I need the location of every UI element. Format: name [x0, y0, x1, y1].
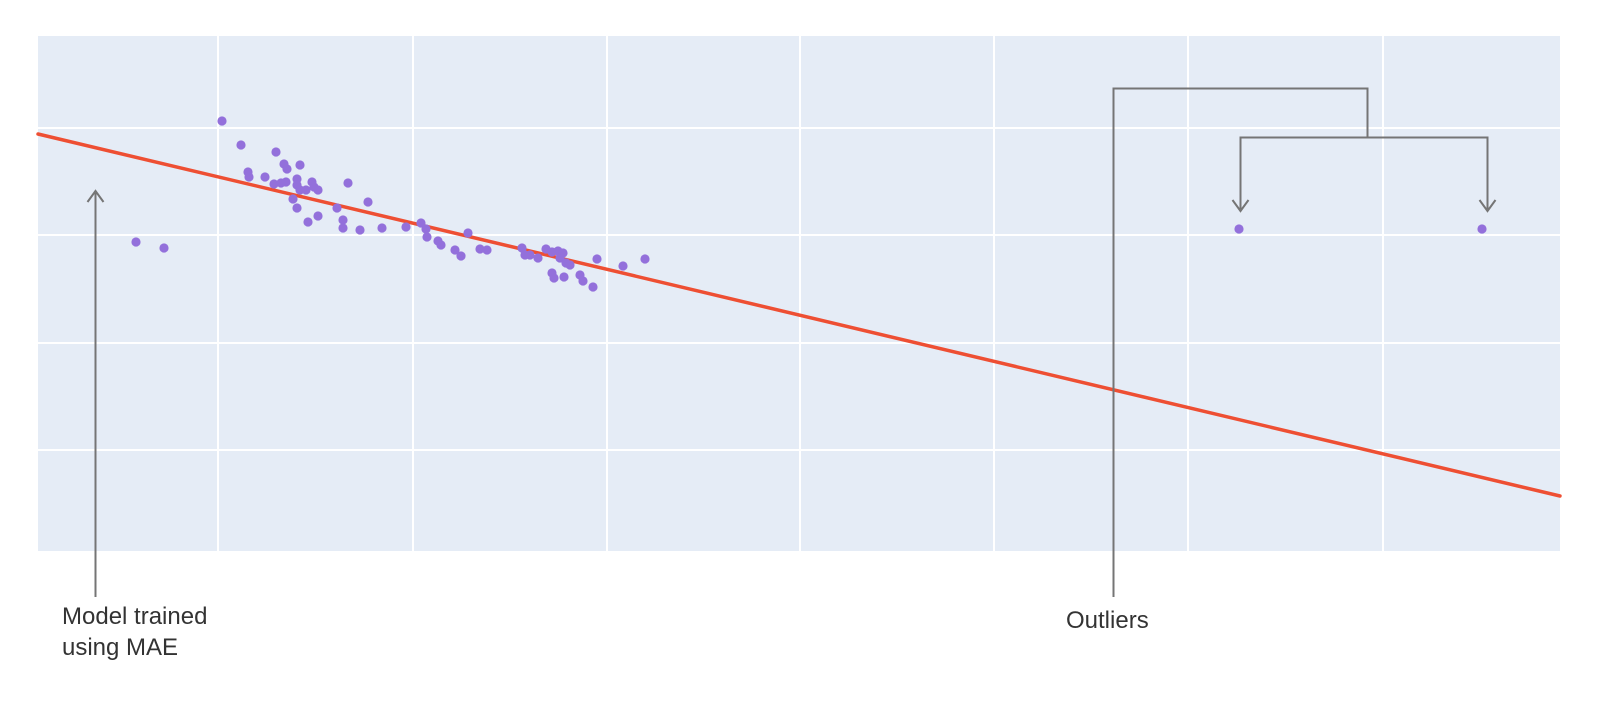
scatter-point: [295, 160, 305, 170]
scatter-point: [456, 251, 466, 261]
scatter-point: [565, 260, 575, 270]
scatter-point: [301, 185, 311, 195]
scatter-point: [303, 217, 313, 227]
scatter-point: [482, 245, 492, 255]
outliers-bracket-arm: [1239, 136, 1489, 209]
gridlines: [38, 36, 1560, 551]
scatter-point: [549, 273, 559, 283]
scatter-point: [131, 237, 141, 247]
scatter-point: [525, 250, 535, 260]
arrowhead-icon: [86, 189, 105, 203]
scatter-point: [338, 215, 348, 225]
annotation-arrows: [86, 87, 1497, 597]
scatter-point: [463, 228, 473, 238]
scatter-point: [1234, 224, 1244, 234]
scatter-point: [450, 245, 460, 255]
scatter-point: [313, 185, 323, 195]
scatter-point: [377, 223, 387, 233]
scatter-point: [159, 243, 169, 253]
scatter-point: [282, 164, 292, 174]
scatter-point: [401, 222, 411, 232]
scatter-point: [343, 178, 353, 188]
scatter-point: [271, 147, 281, 157]
scatter-point: [588, 282, 598, 292]
scatter-points: [131, 116, 1487, 292]
scatter-point: [260, 172, 270, 182]
scatter-point: [338, 223, 348, 233]
arrowhead-icon: [1478, 199, 1497, 213]
outliers-annotation-label: Outliers: [1066, 607, 1149, 634]
scatter-point: [244, 172, 254, 182]
regression-line: [36, 132, 1562, 498]
scatter-point: [578, 276, 588, 286]
scatter-point: [475, 244, 485, 254]
scatter-point: [517, 243, 527, 253]
mae-annotation-label: Model trained using MAE: [62, 603, 208, 661]
scatter-point: [422, 232, 432, 242]
scatter-point: [533, 253, 543, 263]
scatter-point: [618, 261, 628, 271]
scatter-point: [592, 254, 602, 264]
scatter-point: [217, 116, 227, 126]
scatter-point: [421, 224, 431, 234]
scatter-point: [313, 211, 323, 221]
scatter-point: [288, 194, 298, 204]
scatter-point: [1477, 224, 1487, 234]
scatter-point: [281, 177, 291, 187]
scatter-point: [640, 254, 650, 264]
scatter-point: [269, 179, 279, 189]
scatter-point: [436, 240, 446, 250]
outliers-bracket-stem: [1112, 87, 1369, 597]
arrowhead-icon: [1231, 199, 1250, 213]
scatter-point: [363, 197, 373, 207]
scatter-point: [355, 225, 365, 235]
scatter-point: [292, 203, 302, 213]
scatter-point: [332, 203, 342, 213]
scatter-point: [236, 140, 246, 150]
scatter-point: [559, 272, 569, 282]
